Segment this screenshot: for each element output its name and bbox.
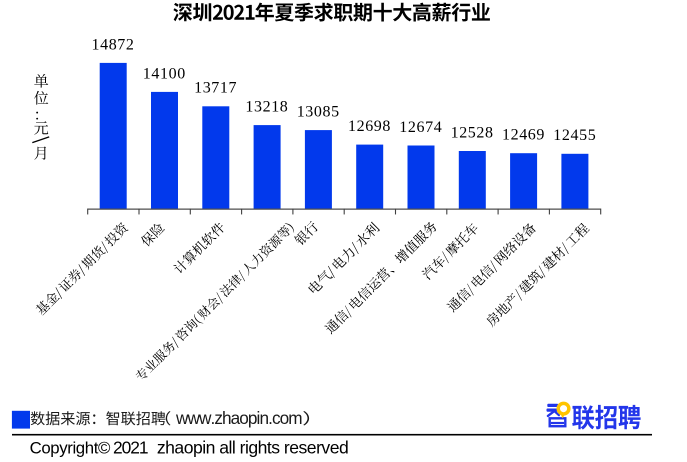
svg-text:14872: 14872 (92, 36, 135, 53)
svg-text:zhaopin all rights reserved: zhaopin all rights reserved (157, 437, 348, 457)
svg-text:www.zhaopin.com: www.zhaopin.com (175, 408, 302, 428)
svg-text:Copyright©: Copyright© (30, 438, 111, 457)
svg-text:12674: 12674 (399, 119, 442, 136)
svg-text:12469: 12469 (502, 127, 545, 144)
svg-text:13717: 13717 (194, 80, 237, 97)
svg-text:14100: 14100 (143, 65, 186, 82)
svg-text:13218: 13218 (245, 99, 288, 116)
svg-text:12528: 12528 (451, 124, 494, 141)
svg-text:13085: 13085 (297, 104, 340, 121)
svg-text:2021: 2021 (113, 437, 148, 457)
svg-text:12698: 12698 (348, 118, 391, 135)
svg-text:12455: 12455 (553, 127, 596, 144)
